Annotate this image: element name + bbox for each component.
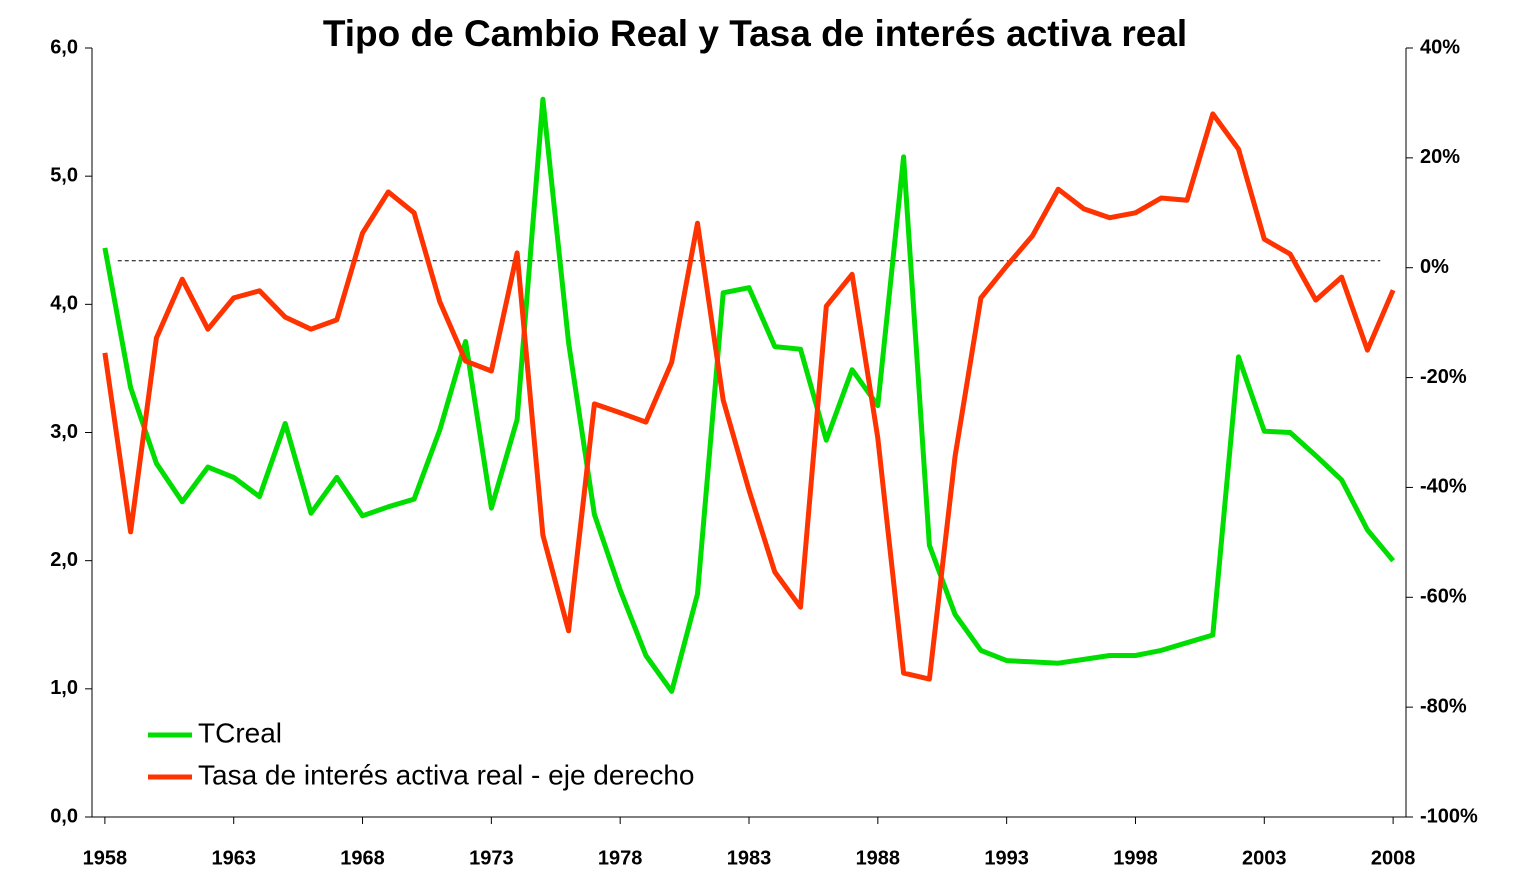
x-tick-label: 1958: [83, 847, 128, 869]
legend-label: Tasa de interés activa real - eje derech…: [198, 759, 695, 790]
chart-title: Tipo de Cambio Real y Tasa de interés ac…: [323, 13, 1187, 54]
x-tick-label: 1988: [856, 847, 901, 869]
x-tick-label: 2008: [1371, 847, 1416, 869]
y2-tick-label: -100%: [1420, 805, 1478, 827]
legend-label: TCreal: [198, 717, 282, 748]
y-tick-label: 6,0: [50, 36, 78, 58]
y2-tick-label: -40%: [1420, 476, 1467, 498]
x-tick-label: 1973: [469, 847, 514, 869]
x-tick-label: 1993: [984, 847, 1029, 869]
y-tick-label: 4,0: [50, 293, 78, 315]
y2-tick-label: -80%: [1420, 695, 1467, 717]
y-tick-label: 0,0: [50, 805, 78, 827]
x-tick-label: 1983: [727, 847, 772, 869]
x-tick-label: 1998: [1113, 847, 1158, 869]
y2-tick-label: 20%: [1420, 146, 1460, 168]
y2-tick-label: -60%: [1420, 586, 1467, 608]
x-tick-label: 1978: [598, 847, 643, 869]
x-tick-label: 1963: [211, 847, 256, 869]
y-tick-label: 1,0: [50, 677, 78, 699]
y2-tick-label: -20%: [1420, 366, 1467, 388]
series-line: [102, 111, 1396, 682]
x-tick-label: 1968: [340, 847, 385, 869]
y-tick-label: 3,0: [50, 421, 78, 443]
y2-tick-label: 40%: [1420, 36, 1460, 58]
y2-tick-label: 0%: [1420, 256, 1449, 278]
x-tick-label: 2003: [1242, 847, 1287, 869]
series-line: [102, 96, 1396, 694]
y-tick-label: 5,0: [50, 164, 78, 186]
y-tick-label: 2,0: [50, 549, 78, 571]
